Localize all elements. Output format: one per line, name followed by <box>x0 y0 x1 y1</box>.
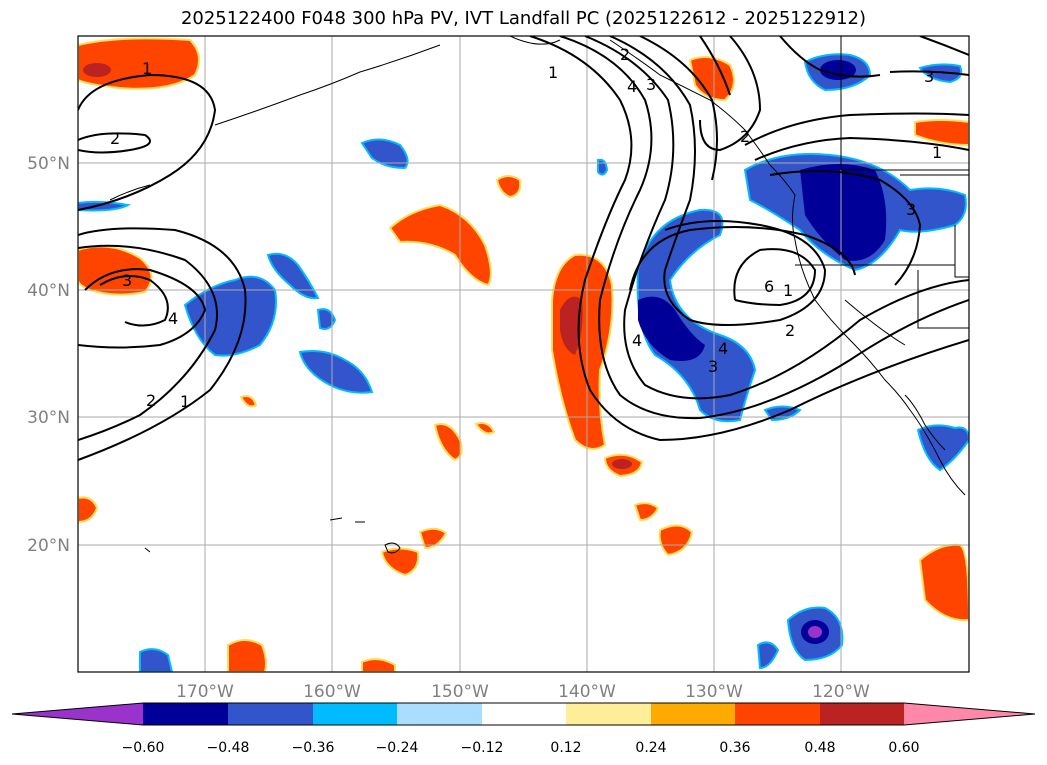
lon-label: 160°W <box>303 682 361 702</box>
contour-label: 2 <box>620 45 630 64</box>
colorbar-tick: 0.12 <box>550 740 581 756</box>
colorbar-tick: 0.48 <box>804 740 835 756</box>
colorbar-segment <box>143 703 228 725</box>
lon-label: 130°W <box>685 682 743 702</box>
lon-label: 120°W <box>812 682 870 702</box>
contour-label: 2 <box>740 127 750 146</box>
contour-label: 6 <box>764 277 774 296</box>
ivt-contours <box>78 36 969 461</box>
colorbar-tick: 0.60 <box>888 740 919 756</box>
contour-label: 3 <box>906 200 916 219</box>
contour-label: 1 <box>142 59 152 78</box>
colorbar-tick: −0.36 <box>292 740 335 756</box>
lon-label: 140°W <box>558 682 616 702</box>
colorbar-tick: 0.24 <box>635 740 666 756</box>
map-frame <box>77 35 970 673</box>
colorbar-segment <box>566 703 651 725</box>
colorbar-segment <box>397 703 482 725</box>
contour-labels: 1 2 3 4 1 2 3 4 2 1 1 4 3 2 3 4 6 2 1 3 <box>110 45 942 411</box>
lat-label: 40°N <box>27 281 70 301</box>
contour-label: 1 <box>548 63 558 82</box>
colorbar: −0.60 −0.48 −0.36 −0.24 −0.12 0.12 0.24 … <box>11 702 1036 756</box>
colorbar-tick: 0.36 <box>719 740 750 756</box>
contour-label: 4 <box>718 339 728 358</box>
contour-label: 3 <box>646 75 656 94</box>
contour-label: 4 <box>168 309 178 328</box>
contour-label: 1 <box>180 392 190 411</box>
contour-label: 2 <box>785 321 795 340</box>
contour-label: 2 <box>146 391 156 410</box>
contour-label: 4 <box>632 331 642 350</box>
colorbar-extend-low <box>12 703 143 725</box>
contour-label: 1 <box>783 281 793 300</box>
coastlines <box>109 36 969 554</box>
longitude-labels: 170°W 160°W 150°W 140°W 130°W 120°W <box>176 682 870 702</box>
map-background <box>78 36 969 672</box>
latitude-labels: 50°N 40°N 30°N 20°N <box>27 154 70 556</box>
colorbar-segment <box>735 703 820 725</box>
contour-label: 3 <box>708 357 718 376</box>
colorbar-tick: −0.60 <box>122 740 165 756</box>
colorbar-tick: −0.48 <box>207 740 250 756</box>
contour-label: 1 <box>932 143 942 162</box>
colorbar-segment <box>651 703 735 725</box>
contour-label: 2 <box>110 129 120 148</box>
map-title: 2025122400 F048 300 hPa PV, IVT Landfall… <box>180 8 867 29</box>
lat-label: 30°N <box>27 408 70 428</box>
colorbar-segment <box>313 703 397 725</box>
lat-label: 50°N <box>27 154 70 174</box>
contour-label: 4 <box>627 77 637 96</box>
contour-label: 3 <box>122 271 132 290</box>
lat-label: 20°N <box>27 536 70 556</box>
colorbar-segment <box>820 703 904 725</box>
colorbar-tick: −0.12 <box>461 740 504 756</box>
graticule <box>78 36 969 672</box>
colorbar-tick: −0.24 <box>376 740 419 756</box>
contour-label: 3 <box>924 67 934 86</box>
colorbar-segment <box>482 703 566 725</box>
lon-label: 150°W <box>431 682 489 702</box>
colorbar-extend-high <box>904 703 1035 725</box>
colorbar-segment <box>228 703 313 725</box>
lon-label: 170°W <box>176 682 234 702</box>
